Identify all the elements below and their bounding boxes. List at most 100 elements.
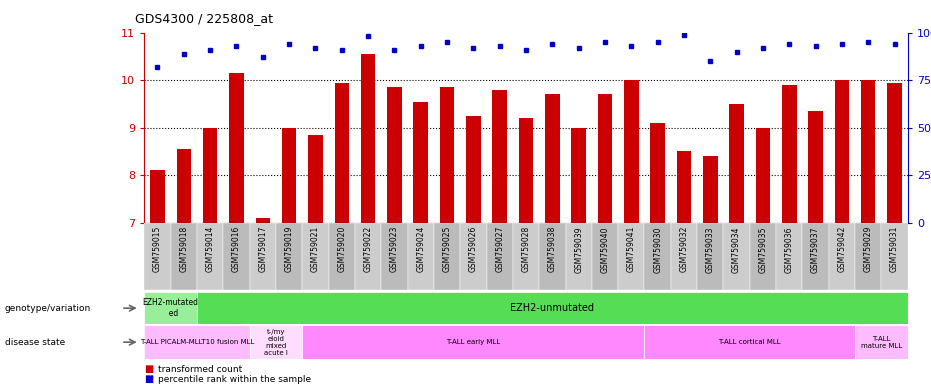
Bar [144, 223, 170, 290]
Bar [460, 223, 487, 290]
Bar [250, 223, 276, 290]
Bar [308, 135, 323, 223]
Bar [855, 223, 882, 290]
Text: ■: ■ [144, 364, 154, 374]
Text: GSM759036: GSM759036 [785, 226, 794, 273]
Text: GSM759023: GSM759023 [390, 226, 398, 273]
Text: GSM759042: GSM759042 [837, 226, 846, 273]
Bar [776, 223, 803, 290]
Bar [644, 325, 855, 359]
Bar [671, 223, 697, 290]
Text: GDS4300 / 225808_at: GDS4300 / 225808_at [135, 12, 273, 25]
Bar [513, 223, 539, 290]
Text: GSM759032: GSM759032 [680, 226, 688, 273]
Text: GSM759034: GSM759034 [732, 226, 741, 273]
Bar [882, 223, 908, 290]
Bar [492, 90, 506, 223]
Text: ■: ■ [144, 374, 154, 384]
Bar [255, 218, 270, 223]
Bar [197, 223, 223, 290]
Bar [651, 123, 665, 223]
Bar [749, 223, 776, 290]
Text: GSM759026: GSM759026 [469, 226, 478, 273]
Text: EZH2-unmutated: EZH2-unmutated [510, 303, 594, 313]
Bar [598, 94, 613, 223]
Bar [887, 83, 902, 223]
Bar [677, 151, 691, 223]
Text: percentile rank within the sample: percentile rank within the sample [158, 375, 311, 384]
Text: disease state: disease state [5, 338, 65, 347]
Text: T-ALL cortical MLL: T-ALL cortical MLL [719, 339, 781, 345]
Bar [487, 223, 513, 290]
Bar [592, 223, 618, 290]
Text: T-ALL early MLL: T-ALL early MLL [446, 339, 501, 345]
Text: GSM759015: GSM759015 [153, 226, 162, 273]
Text: GSM759024: GSM759024 [416, 226, 425, 273]
Bar [723, 223, 749, 290]
Bar [803, 223, 829, 290]
Bar [303, 223, 329, 290]
Bar [355, 223, 381, 290]
Text: GSM759019: GSM759019 [285, 226, 293, 273]
Bar [835, 80, 849, 223]
Bar [546, 94, 560, 223]
Bar [229, 73, 244, 223]
Bar [729, 104, 744, 223]
Text: GSM759038: GSM759038 [547, 226, 557, 273]
Bar [439, 87, 454, 223]
Bar [334, 83, 349, 223]
Bar [539, 223, 565, 290]
Bar [808, 111, 823, 223]
Text: T-ALL
mature MLL: T-ALL mature MLL [861, 336, 902, 349]
Bar [756, 127, 770, 223]
Bar [565, 223, 592, 290]
Bar [855, 325, 908, 359]
Bar [203, 127, 217, 223]
Bar [150, 170, 165, 223]
Bar [572, 127, 586, 223]
Bar [387, 87, 401, 223]
Bar [170, 223, 197, 290]
Bar [466, 116, 480, 223]
Bar [434, 223, 460, 290]
Bar [250, 325, 303, 359]
Text: GSM759028: GSM759028 [521, 226, 531, 272]
Bar [223, 223, 250, 290]
Text: GSM759029: GSM759029 [864, 226, 872, 273]
Bar [361, 54, 375, 223]
Bar [408, 223, 434, 290]
Bar [276, 223, 303, 290]
Bar [329, 223, 355, 290]
Bar [519, 118, 533, 223]
Text: transformed count: transformed count [158, 365, 242, 374]
Bar [697, 223, 723, 290]
Text: GSM759020: GSM759020 [337, 226, 346, 273]
Text: GSM759037: GSM759037 [811, 226, 820, 273]
Text: GSM759017: GSM759017 [258, 226, 267, 273]
Bar [782, 85, 797, 223]
Bar [282, 127, 296, 223]
Text: GSM759025: GSM759025 [442, 226, 452, 273]
Bar [861, 80, 875, 223]
Text: t-/my
eloid
mixed
acute l: t-/my eloid mixed acute l [264, 329, 288, 356]
Bar [618, 223, 644, 290]
Text: GSM759031: GSM759031 [890, 226, 899, 273]
Bar [829, 223, 855, 290]
Text: GSM759016: GSM759016 [232, 226, 241, 273]
Text: EZH2-mutated
  ed: EZH2-mutated ed [142, 298, 198, 318]
Text: genotype/variation: genotype/variation [5, 304, 91, 313]
Bar [177, 149, 191, 223]
Text: GSM759035: GSM759035 [759, 226, 767, 273]
Bar [144, 325, 250, 359]
Text: T-ALL PICALM-MLLT10 fusion MLL: T-ALL PICALM-MLLT10 fusion MLL [140, 339, 254, 345]
Text: GSM759030: GSM759030 [654, 226, 662, 273]
Bar [703, 156, 718, 223]
Bar [303, 325, 644, 359]
Text: GSM759033: GSM759033 [706, 226, 715, 273]
Text: GSM759021: GSM759021 [311, 226, 320, 272]
Text: GSM759018: GSM759018 [180, 226, 188, 272]
Bar [144, 292, 197, 324]
Text: GSM759039: GSM759039 [574, 226, 583, 273]
Text: GSM759014: GSM759014 [206, 226, 215, 273]
Text: GSM759041: GSM759041 [627, 226, 636, 273]
